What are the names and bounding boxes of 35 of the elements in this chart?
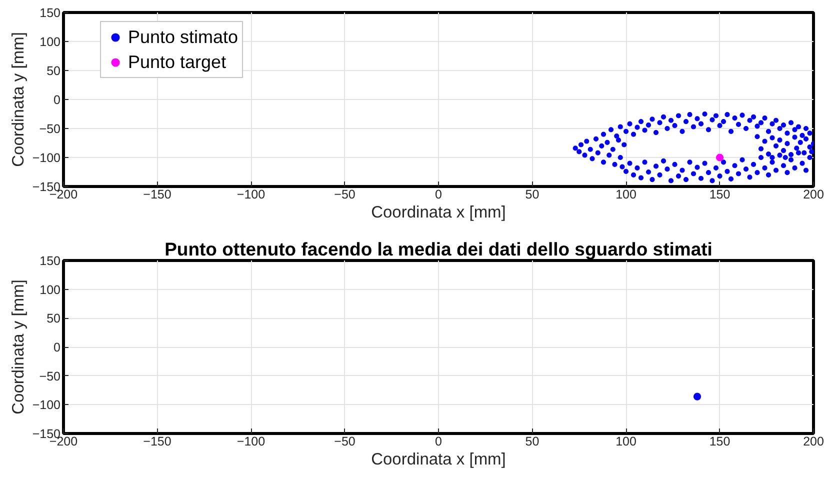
y-tick-label: 0 xyxy=(54,340,61,354)
x-tick-label: 200 xyxy=(803,434,824,448)
x-tick-label: −50 xyxy=(334,188,356,202)
x-tick-label: 200 xyxy=(803,188,824,202)
y-axis-title: Coordinata y [mm] xyxy=(9,32,28,167)
x-axis-title: Coordinata x [mm] xyxy=(371,204,506,222)
y-tick-label: 150 xyxy=(40,254,61,268)
y-tick-label: −100 xyxy=(32,151,61,165)
x-tick-label: 150 xyxy=(709,434,730,448)
x-tick-label: −100 xyxy=(236,188,266,202)
y-tick-label: 100 xyxy=(40,282,61,297)
x-tick-label: −150 xyxy=(143,434,172,448)
y-tick-label: −50 xyxy=(39,122,61,136)
y-axis-title: Coordinata y [mm] xyxy=(9,280,28,414)
y-tick-label: 100 xyxy=(40,35,61,49)
x-tick-label: −100 xyxy=(236,434,266,448)
x-tick-label: −150 xyxy=(143,188,172,202)
x-tick-label: 100 xyxy=(616,434,636,448)
y-tick-label: 0 xyxy=(54,93,61,107)
x-tick-label: 150 xyxy=(709,188,730,202)
y-tick-label: 50 xyxy=(46,64,61,78)
y-tick-label: −50 xyxy=(39,369,61,384)
y-tick-label: −100 xyxy=(32,398,61,412)
x-axis-title: Coordinata x [mm] xyxy=(371,450,506,468)
y-tick-label: 50 xyxy=(46,312,61,326)
x-tick-label: 0 xyxy=(435,434,442,448)
x-tick-label: 0 xyxy=(435,188,442,202)
chart-title: Punto ottenuto facendo la media dei dati dello sguardo stimati xyxy=(164,238,712,260)
x-tick-label: 50 xyxy=(525,434,540,448)
x-tick-label: 100 xyxy=(616,188,636,202)
legend-label: Punto stimato xyxy=(128,26,238,48)
y-tick-label: 150 xyxy=(40,6,61,20)
x-tick-label: −50 xyxy=(334,434,356,448)
legend-label: Punto target xyxy=(128,51,226,73)
x-tick-label: 50 xyxy=(525,188,540,202)
